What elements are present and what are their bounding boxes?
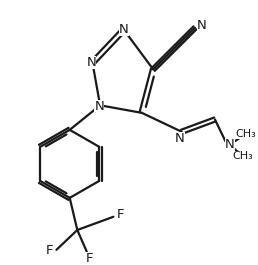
Text: N: N xyxy=(119,23,129,36)
Text: F: F xyxy=(86,252,93,265)
Text: N: N xyxy=(175,132,185,145)
Text: N: N xyxy=(94,100,104,113)
Text: N: N xyxy=(225,139,235,152)
Text: N: N xyxy=(197,19,206,32)
Text: F: F xyxy=(46,244,54,257)
Text: N: N xyxy=(87,56,96,69)
Text: F: F xyxy=(116,208,124,221)
Text: CH₃: CH₃ xyxy=(232,151,253,161)
Text: CH₃: CH₃ xyxy=(236,129,257,139)
